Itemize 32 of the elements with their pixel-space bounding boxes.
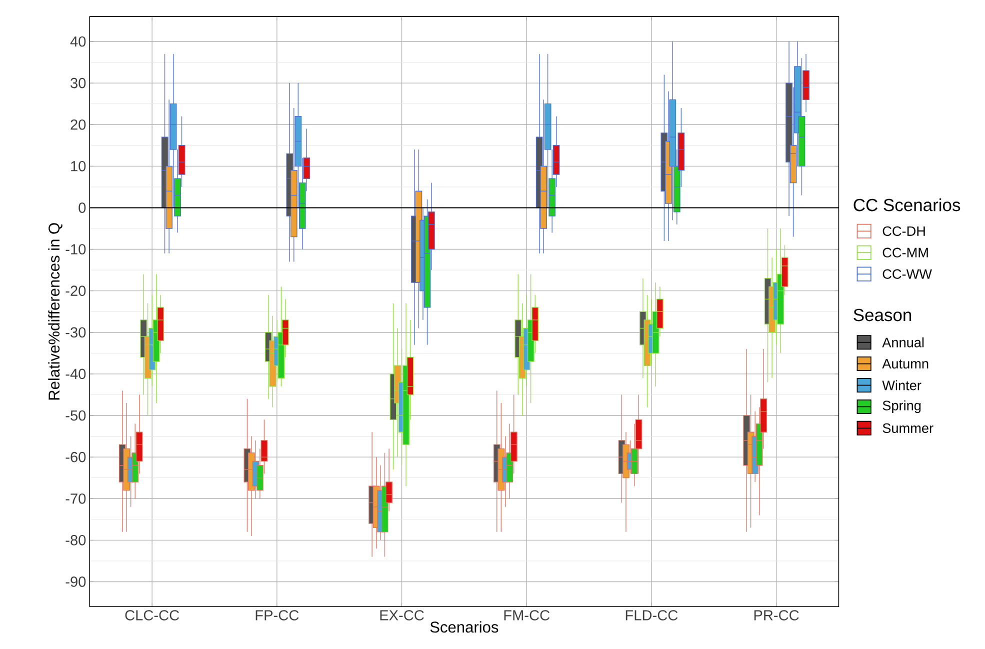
y-tick-label: -90 [66, 576, 86, 588]
y-tick-label: 40 [70, 36, 86, 47]
x-tick-label: PR-CC [754, 610, 799, 621]
y-tick-label: 20 [70, 120, 86, 130]
y-tick-label: -40 [66, 368, 86, 380]
text: Season [854, 309, 912, 322]
y-axis-title: Relative%differences in Q [48, 223, 62, 400]
text: Annual [882, 338, 924, 348]
text: Winter [882, 380, 922, 390]
y-tick-label: -20 [66, 286, 86, 296]
x-tick-label: FP-CC [256, 610, 299, 621]
y-tick-label: -60 [66, 452, 86, 462]
y-tick-label: -80 [66, 535, 86, 546]
text: Spring [882, 400, 921, 414]
text: CC-MM [882, 248, 928, 258]
y-tick-label: -30 [66, 327, 86, 338]
x-axis-title: Scenarios [430, 621, 498, 633]
y-tick-label: -10 [66, 244, 86, 255]
x-tick-label: FLD-CC [626, 610, 678, 621]
x-tick-label: EX-CC [380, 610, 424, 621]
y-tick-label: -70 [66, 494, 86, 504]
y-tick-label: -50 [66, 410, 86, 421]
text: CC-DH [882, 226, 925, 236]
text: CC-WW [882, 269, 932, 280]
x-tick-label: CLC-CC [125, 610, 180, 621]
x-tick-label: FM-CC [504, 610, 550, 621]
y-tick-label: 30 [70, 78, 86, 88]
text: Summer [882, 424, 934, 434]
text: Autumn [882, 359, 928, 369]
legend-title: CC Scenarios [854, 198, 960, 212]
y-tick-label: 10 [71, 161, 86, 172]
y-tick-label: 0 [78, 202, 86, 214]
